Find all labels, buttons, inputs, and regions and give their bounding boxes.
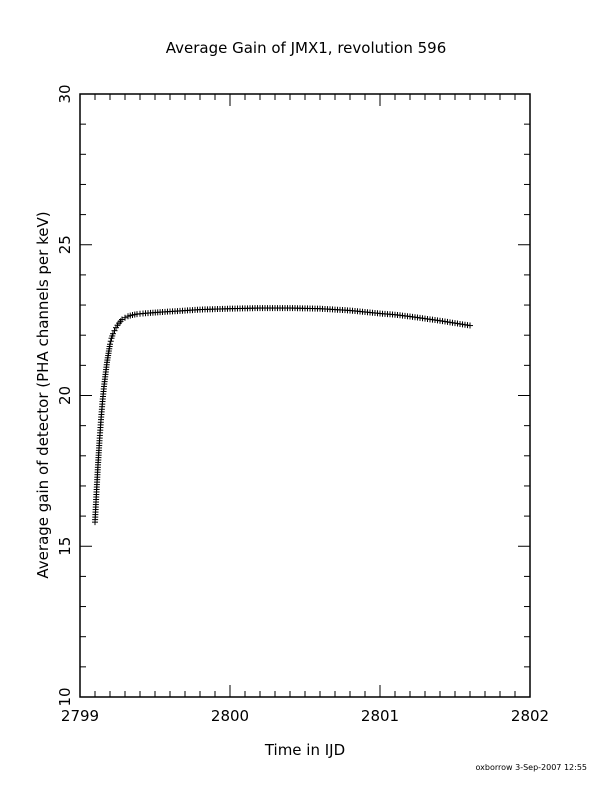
y-tick-label: 10 xyxy=(56,687,74,706)
data-point xyxy=(107,341,113,348)
axis-tick-labels: 2799 2800 2801 2802 10 15 20 25 30 xyxy=(56,84,549,725)
data-point xyxy=(467,322,473,329)
chart-title: Average Gain of JMX1, revolution 596 xyxy=(166,39,447,57)
data-point xyxy=(111,327,118,334)
y-tick-label: 15 xyxy=(56,537,74,556)
data-point xyxy=(107,338,114,345)
plot-frame xyxy=(79,93,531,698)
y-tick-label: 30 xyxy=(56,84,74,103)
y-tick-label: 25 xyxy=(56,235,74,254)
x-tick-label: 2800 xyxy=(211,707,249,725)
x-tick-label: 2801 xyxy=(361,707,399,725)
data-points xyxy=(92,305,473,526)
footer-stamp: oxborrow 3-Sep-2007 12:55 xyxy=(476,763,588,772)
data-point xyxy=(110,330,116,337)
x-tick-label: 2802 xyxy=(511,707,549,725)
axis-ticks xyxy=(79,93,531,698)
x-axis-label: Time in IJD xyxy=(264,741,345,759)
x-tick-label: 2799 xyxy=(61,707,99,725)
y-axis-label: Average gain of detector (PHA channels p… xyxy=(34,211,52,578)
y-tick-label: 20 xyxy=(56,386,74,405)
